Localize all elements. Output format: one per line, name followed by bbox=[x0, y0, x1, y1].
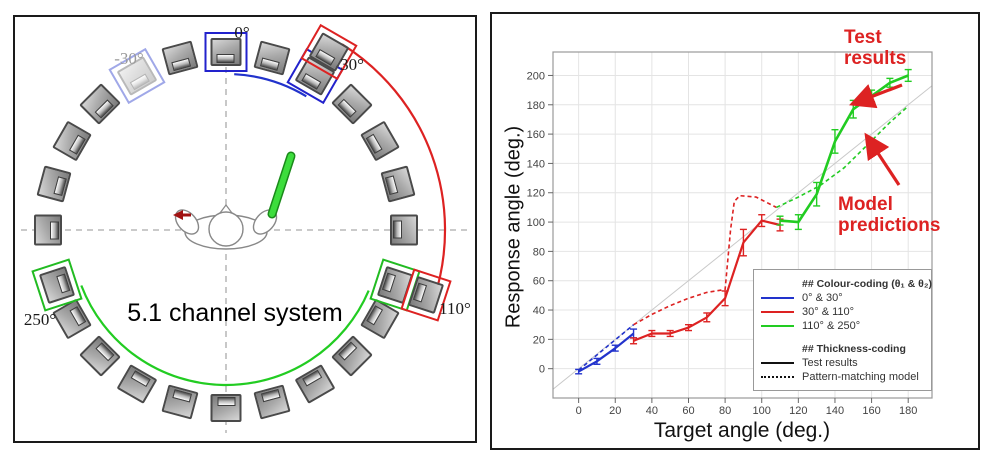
svg-text:0: 0 bbox=[539, 364, 545, 376]
legend-header: ## Colour-coding (θ₁ & θ₂) bbox=[758, 277, 932, 291]
svg-text:140: 140 bbox=[826, 405, 844, 417]
legend-label: Test results bbox=[802, 357, 858, 369]
legend-entry: 30° & 110° bbox=[758, 305, 927, 319]
legend-sample-line bbox=[761, 376, 794, 378]
chart-panel: 0 20 40 60 80 100 120 140 160 180 0 20 4… bbox=[490, 12, 980, 450]
loudspeaker bbox=[51, 120, 92, 162]
svg-text:60: 60 bbox=[682, 405, 694, 417]
chart-legend: ## Colour-coding (θ₁ & θ₂) 0° & 30° 30° & … bbox=[753, 269, 932, 391]
svg-text:100: 100 bbox=[753, 405, 771, 417]
loudspeaker bbox=[116, 364, 158, 405]
loudspeaker bbox=[330, 334, 373, 377]
loudspeaker bbox=[294, 364, 336, 405]
loudspeaker bbox=[360, 120, 401, 162]
legend-label: 110° & 250° bbox=[802, 320, 861, 332]
legend-entry: Pattern-matching model bbox=[758, 370, 927, 384]
legend-sample-line bbox=[761, 325, 794, 327]
loudspeaker bbox=[210, 394, 242, 422]
legend-label: ## Colour-coding (θ₁ & θ₂) bbox=[802, 278, 933, 290]
annotation-model-predictions: Model predictions bbox=[838, 194, 941, 236]
angle-label-30deg: 30° bbox=[340, 55, 364, 74]
svg-text:180: 180 bbox=[899, 405, 917, 417]
legend-entry: 0° & 30° bbox=[758, 291, 927, 305]
angle-label-110deg: 110° bbox=[439, 299, 471, 318]
legend-sample-line bbox=[761, 311, 794, 313]
ring-caption: 5.1 channel system bbox=[127, 299, 343, 327]
legend-sample-line bbox=[761, 362, 794, 364]
svg-text:160: 160 bbox=[527, 129, 545, 141]
loudspeaker bbox=[79, 83, 121, 125]
legend-header: ## Thickness-coding bbox=[758, 342, 927, 356]
svg-text:120: 120 bbox=[527, 188, 545, 200]
svg-text:140: 140 bbox=[527, 158, 545, 170]
legend-label: Pattern-matching model bbox=[802, 371, 919, 383]
speaker-highlight-box bbox=[204, 32, 248, 72]
angle-label-minus30: -30° bbox=[114, 49, 144, 68]
angle-label-250deg: 250° bbox=[23, 310, 57, 329]
legend-spacer bbox=[758, 333, 927, 342]
svg-text:0: 0 bbox=[576, 405, 582, 417]
angle-label-0deg: 0° bbox=[234, 23, 250, 42]
y-axis-label: Response angle (deg.) bbox=[502, 125, 525, 329]
loudspeaker bbox=[253, 384, 291, 420]
svg-text:80: 80 bbox=[533, 246, 545, 258]
loudspeaker bbox=[330, 83, 373, 125]
legend-entry: 110° & 250° bbox=[758, 319, 927, 333]
loudspeaker bbox=[380, 165, 416, 203]
loudspeaker bbox=[34, 214, 62, 246]
loudspeaker bbox=[79, 334, 121, 377]
svg-text:60: 60 bbox=[533, 276, 545, 288]
svg-text:100: 100 bbox=[527, 217, 545, 229]
svg-text:120: 120 bbox=[789, 405, 807, 417]
legend-label: 30° & 110° bbox=[802, 306, 855, 318]
svg-text:80: 80 bbox=[719, 405, 731, 417]
legend-label: 0° & 30° bbox=[802, 292, 843, 304]
loudspeaker bbox=[253, 40, 291, 76]
svg-text:180: 180 bbox=[527, 100, 545, 112]
legend-sample-line bbox=[761, 297, 794, 299]
loudspeaker bbox=[161, 40, 199, 76]
speaker-ring-panel: 0° -30° 30° 110° 250° 5.1 channel system bbox=[13, 15, 477, 443]
ring-graphics bbox=[21, 43, 471, 433]
loudspeaker bbox=[161, 384, 199, 420]
legend-entry: Test results bbox=[758, 356, 927, 370]
annotation-test-results: Test results bbox=[844, 27, 907, 69]
loudspeaker bbox=[36, 165, 72, 203]
svg-text:40: 40 bbox=[646, 405, 658, 417]
x-axis-label: Target angle (deg.) bbox=[653, 419, 831, 442]
chart-plot-area: 0 20 40 60 80 100 120 140 160 180 0 20 4… bbox=[527, 51, 933, 417]
svg-text:160: 160 bbox=[862, 405, 880, 417]
speaker-layer bbox=[15, 17, 475, 441]
listener-figure bbox=[173, 151, 296, 250]
loudspeaker bbox=[210, 38, 242, 66]
loudspeaker bbox=[390, 214, 418, 246]
legend-label: ## Thickness-coding bbox=[802, 343, 906, 355]
svg-text:40: 40 bbox=[533, 305, 545, 317]
svg-text:200: 200 bbox=[527, 70, 545, 82]
svg-text:20: 20 bbox=[533, 334, 545, 346]
svg-text:20: 20 bbox=[609, 405, 621, 417]
